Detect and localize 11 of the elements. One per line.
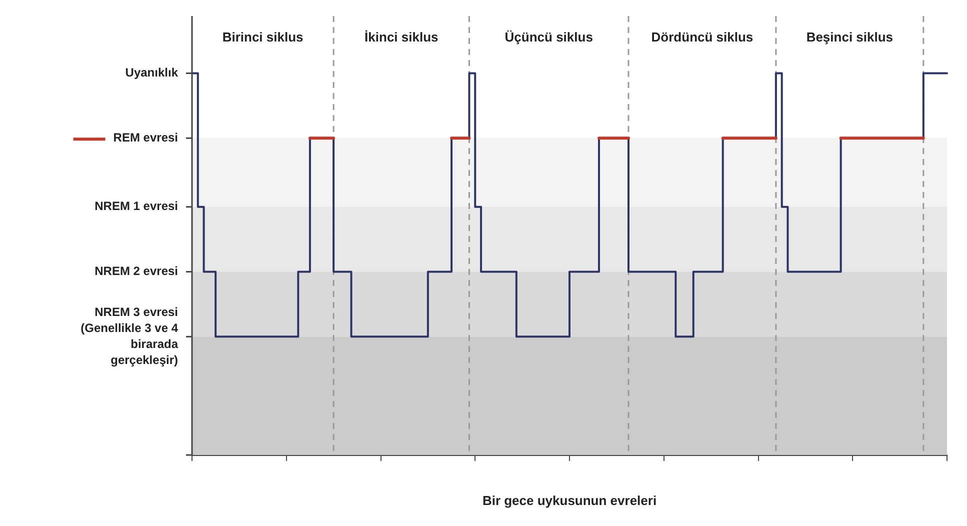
- text: Birinci siklus: [222, 30, 304, 45]
- text: REM evresi: [113, 130, 178, 144]
- text: NREM 2 evresi: [94, 264, 178, 278]
- text: Dördüncü siklus: [651, 30, 754, 45]
- text: NREM 1 evresi: [94, 199, 178, 214]
- x-axis-title: Bir gece uykusunun evreleri: [482, 492, 657, 508]
- text: Üçüncü siklus: [504, 30, 593, 45]
- text: NREM 3 evresi (Genellikle 3 ve 4 birarada gerçekleşir): [80, 304, 178, 367]
- text: İkinci siklus: [364, 30, 438, 45]
- text: Uyanıklık: [125, 66, 178, 80]
- text: Beşinci siklus: [806, 30, 894, 45]
